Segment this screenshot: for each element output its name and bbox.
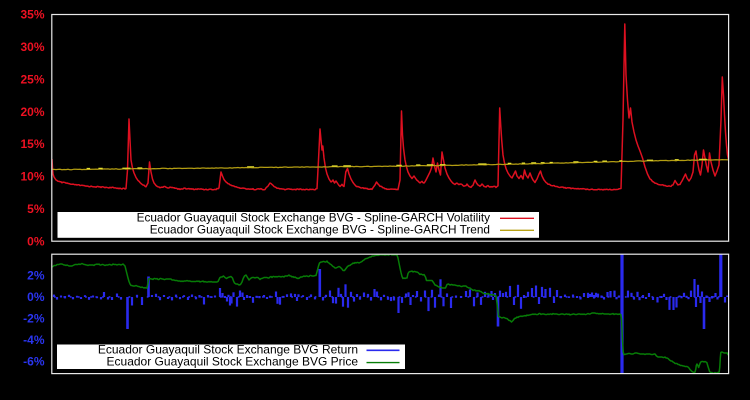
svg-text:35%: 35% — [20, 8, 44, 22]
svg-text:15%: 15% — [20, 137, 44, 151]
svg-text:Ecuador Guayaquil Stock Exchan: Ecuador Guayaquil Stock Exchange BVG - S… — [150, 222, 490, 236]
svg-text:0%: 0% — [27, 290, 45, 304]
svg-text:25%: 25% — [20, 73, 44, 87]
svg-text:Ecuador Guayaquil Stock Exchan: Ecuador Guayaquil Stock Exchange BVG Ret… — [98, 342, 358, 356]
svg-text:Ecuador Guayaquil Stock Exchan: Ecuador Guayaquil Stock Exchange BVG Pri… — [107, 354, 359, 368]
svg-text:-2%: -2% — [23, 312, 45, 326]
svg-text:2%: 2% — [27, 269, 45, 283]
svg-text:20%: 20% — [20, 105, 44, 119]
svg-text:-4%: -4% — [23, 333, 45, 347]
svg-text:0%: 0% — [27, 234, 45, 248]
svg-text:10%: 10% — [20, 170, 44, 184]
svg-text:5%: 5% — [27, 202, 45, 216]
svg-text:30%: 30% — [20, 40, 44, 54]
svg-text:-6%: -6% — [23, 355, 45, 369]
svg-text:Ecuador Guayaquil Stock Exchan: Ecuador Guayaquil Stock Exchange BVG - S… — [137, 210, 491, 224]
